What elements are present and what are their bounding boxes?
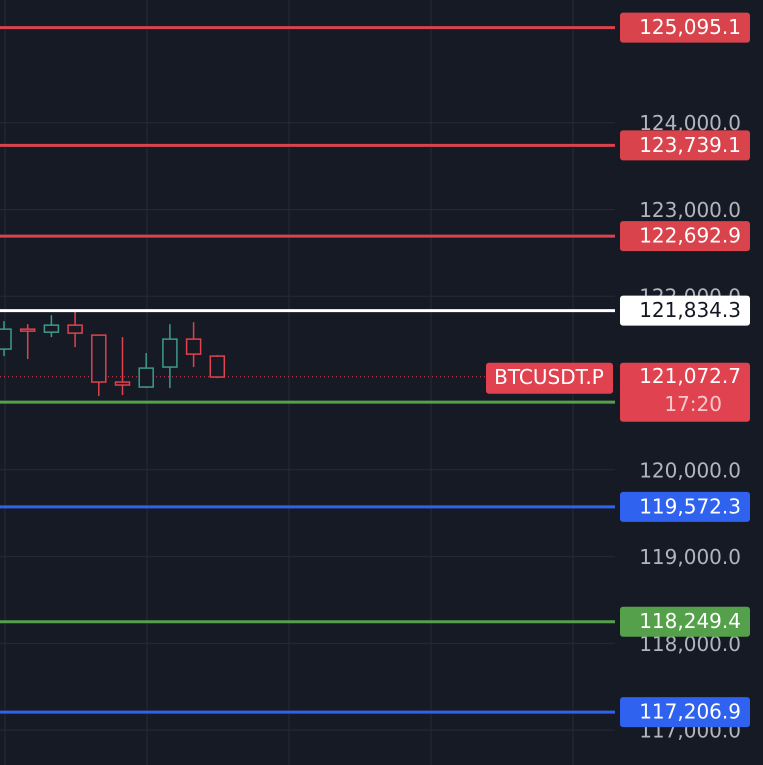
level-label-box [620, 130, 750, 161]
level-label: 122,692.9 [639, 224, 741, 248]
candle-body [162, 338, 178, 368]
candle-body [138, 367, 154, 388]
level-label: 123,739.1 [639, 133, 741, 157]
countdown: 17:20 [664, 392, 722, 416]
symbol-box [486, 362, 613, 394]
level-label-box [620, 697, 750, 728]
level-label: 118,249.4 [639, 609, 741, 633]
y-tick-label: 123,000.0 [639, 198, 741, 222]
last-price-label: 121,072.7 [639, 364, 741, 388]
level-label-box [620, 606, 750, 637]
candle-body [19, 328, 36, 332]
candle-body [209, 355, 226, 378]
candle-body [185, 338, 202, 355]
y-tick-label: 120,000.0 [639, 458, 741, 482]
candle-body [0, 328, 12, 350]
level-label-box [620, 12, 750, 43]
candle-body [67, 324, 83, 334]
level-label-box [620, 295, 750, 326]
level-label-box [620, 491, 750, 522]
level-label: 125,095.1 [639, 15, 741, 39]
last-price-box [620, 362, 750, 422]
candle-body [91, 334, 107, 383]
candle-body [114, 381, 131, 386]
symbol-label: BTCUSDT.P [494, 365, 604, 389]
level-label: 119,572.3 [639, 494, 741, 518]
level-label: 117,206.9 [639, 700, 741, 724]
level-label: 121,834.3 [639, 298, 741, 322]
candle-body [43, 324, 60, 333]
y-tick-label: 119,000.0 [639, 545, 741, 569]
level-label-box [620, 221, 750, 252]
